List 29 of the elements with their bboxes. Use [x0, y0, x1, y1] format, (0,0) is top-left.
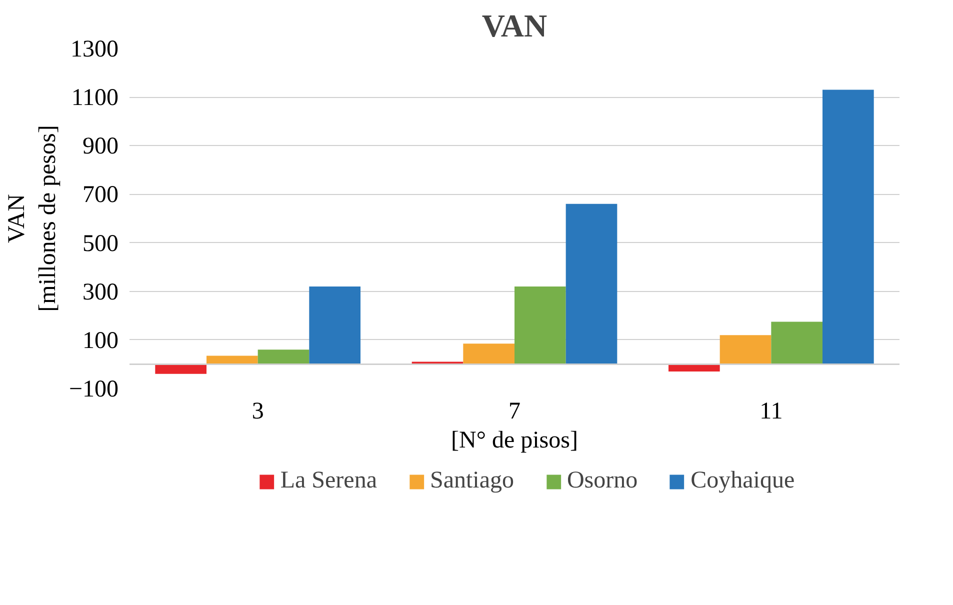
- x-tick-label: 3: [252, 398, 264, 424]
- y-tick-label: 1100: [71, 85, 118, 112]
- y-tick-label: −100: [68, 376, 119, 402]
- chart-title: VAN: [482, 8, 548, 44]
- y-tick-label: 900: [82, 134, 118, 160]
- bar: [258, 350, 310, 364]
- x-tick-label: 7: [508, 398, 520, 424]
- bar: [822, 90, 874, 364]
- legend-label: Coyhaique: [690, 468, 795, 494]
- y-tick-label: 100: [82, 328, 118, 354]
- bar: [514, 286, 566, 364]
- bar: [771, 322, 822, 364]
- y-tick-label: 300: [82, 279, 118, 306]
- x-axis-title: [N° de pisos]: [451, 428, 578, 454]
- legend-label: Santiago: [430, 468, 514, 494]
- bar: [566, 204, 618, 364]
- x-tick-label: 11: [760, 398, 783, 424]
- bar: [206, 356, 258, 364]
- y-axis-title: VAN [millones de pesos]: [4, 125, 61, 312]
- y-tick-label: 1300: [70, 36, 118, 62]
- y-tick-label: 700: [82, 182, 118, 208]
- legend-label: La Serena: [280, 468, 377, 494]
- legend-label: Osorno: [566, 468, 638, 494]
- bar: [463, 344, 514, 364]
- bar: [668, 364, 720, 372]
- bar: [309, 286, 360, 364]
- y-tick-label: 500: [82, 230, 118, 257]
- bar: [720, 335, 772, 364]
- bar: [155, 364, 206, 374]
